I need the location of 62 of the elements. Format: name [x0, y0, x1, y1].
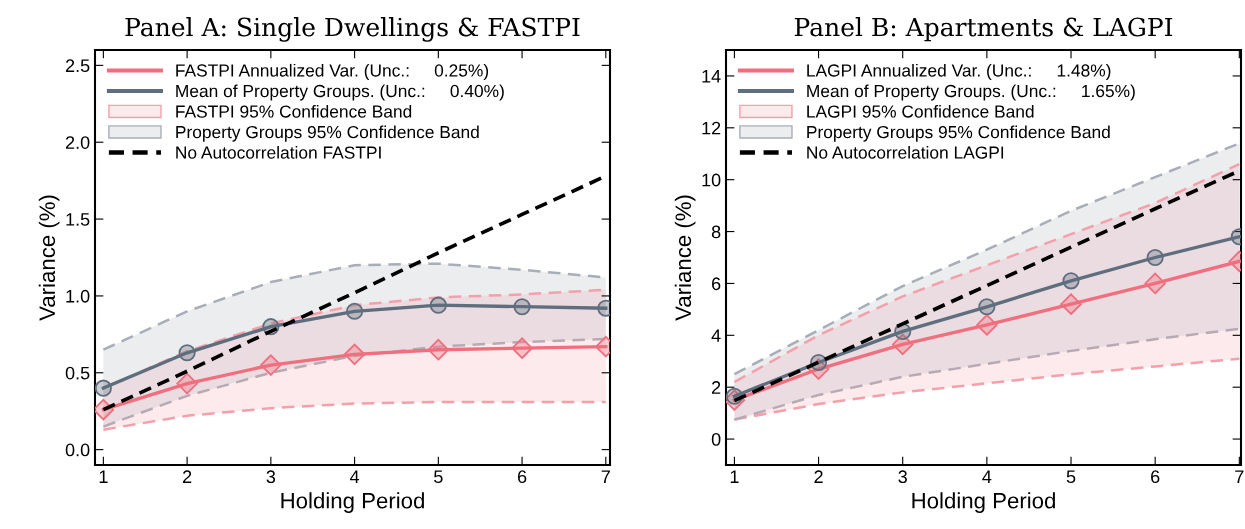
y-tick-label: 6: [712, 277, 721, 291]
legend-label: LAGPI 95% Confidence Band: [807, 104, 1034, 118]
chart-title: Panel A: Single Dwellings & FASTPI: [125, 17, 580, 42]
y-tick-label: 14: [702, 70, 721, 83]
point: [1060, 293, 1082, 315]
legend-label: Property Groups 95% Confidence Band: [807, 125, 1110, 142]
point: [1062, 272, 1080, 290]
y-tick-label: 2: [712, 381, 721, 394]
y-axis-title: Variance (%): [674, 195, 696, 321]
x-tick-label: 2: [183, 470, 192, 483]
y-tick-label: 0: [711, 433, 721, 446]
x-tick-label: 1: [99, 470, 108, 483]
point: [511, 337, 533, 359]
point: [1144, 272, 1166, 295]
point: [260, 354, 282, 376]
x-tick-label: 4: [982, 470, 992, 483]
y-tick-label: 0.0: [65, 443, 90, 457]
legend-label: FASTPI Annualized Var. (Unc.: 0.25%): [176, 63, 489, 81]
legend-label: No Autocorrelation FASTPI: [176, 145, 381, 159]
legend-label: Mean of Property Groups. (Unc.: 0.40%): [176, 84, 504, 101]
point: [976, 314, 998, 336]
point: [513, 298, 531, 316]
x-tick-label: 4: [349, 470, 360, 483]
y-tick-label: 8: [711, 225, 721, 239]
y-tick-label: 2.0: [65, 136, 90, 149]
legend-label: Mean of Property Groups. (Unc.: 1.65%): [807, 84, 1135, 101]
y-tick-label: 2.5: [65, 59, 90, 73]
point: [343, 343, 366, 366]
x-tick-label: 5: [434, 470, 443, 484]
x-tick-label: 1: [730, 470, 739, 483]
x-tick-label: 6: [517, 470, 527, 484]
legend-label: Property Groups 95% Confidence Band: [176, 125, 479, 142]
y-tick-label: 1.5: [66, 213, 90, 226]
y-tick-label: 10: [702, 173, 721, 187]
line-series: [733, 327, 1241, 421]
chart-title: Panel B: Apartments & LAGPI: [794, 17, 1173, 42]
x-axis-title: Holding Period: [281, 492, 424, 513]
point: [978, 298, 996, 316]
y-tick-label: 12: [702, 121, 721, 135]
x-tick-label: 5: [1066, 470, 1076, 484]
point: [346, 302, 364, 320]
point: [95, 379, 112, 397]
y-tick-label: 0.5: [65, 366, 90, 380]
point: [427, 338, 450, 361]
legend-label: FASTPI 95% Confidence Band: [176, 104, 412, 118]
x-tick-label: 3: [898, 470, 907, 484]
point: [1146, 248, 1164, 267]
x-tick-label: 2: [814, 470, 823, 483]
x-tick-label: 7: [601, 470, 610, 483]
point: [178, 344, 196, 362]
y-axis-title: Variance (%): [38, 195, 60, 321]
x-axis-title: Holding Period: [912, 492, 1055, 513]
y-tick-label: 1.0: [66, 289, 90, 303]
point: [429, 296, 447, 314]
legend-label: LAGPI Annualized Var. (Unc.: 1.48%): [807, 63, 1111, 81]
point: [176, 372, 198, 395]
y-tick-label: 4: [711, 329, 721, 342]
x-tick-label: 6: [1151, 470, 1160, 484]
x-tick-label: 7: [1235, 470, 1244, 483]
line-series: [102, 400, 608, 431]
x-tick-label: 3: [266, 470, 276, 484]
legend-label: No Autocorrelation LAGPI: [807, 145, 1004, 159]
